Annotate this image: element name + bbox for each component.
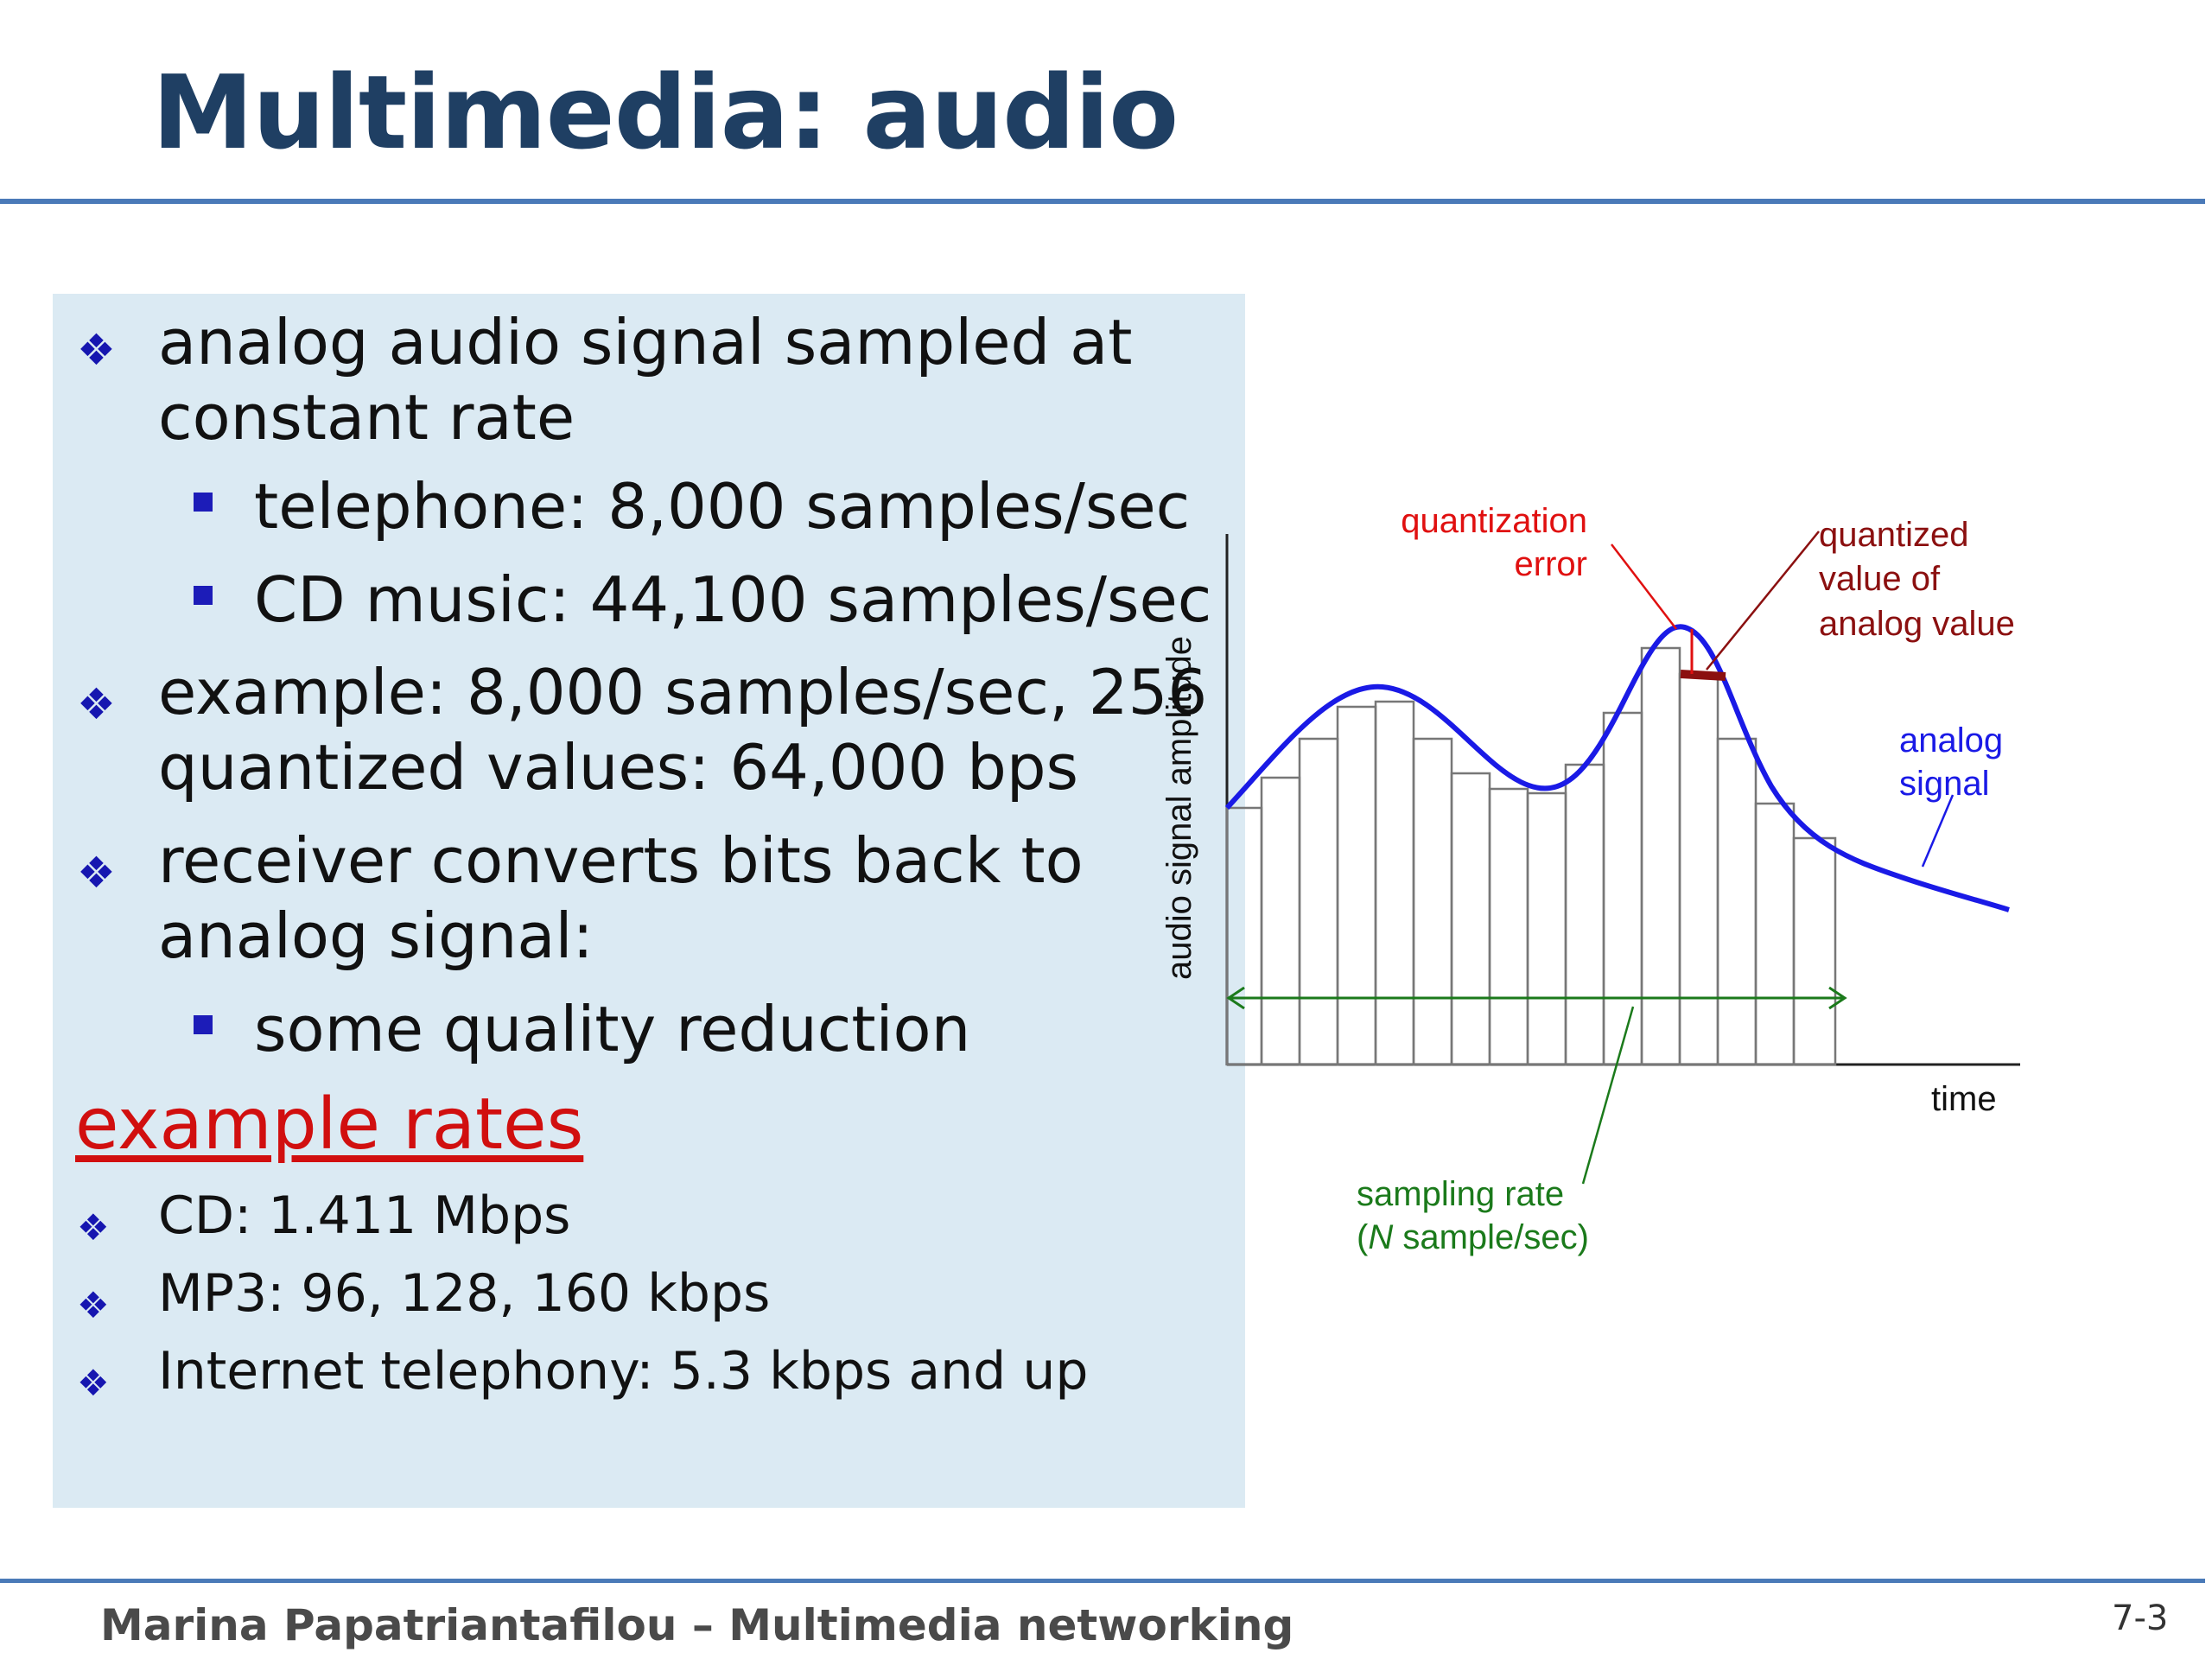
quantized-value-marker [1680, 670, 1726, 681]
sampling-rate-label: (N sample/sec) [1357, 1218, 1589, 1256]
diamond-bullet-icon: ❖ [77, 679, 116, 729]
square-bullet-icon [194, 1015, 213, 1034]
analog-signal-label: signal [1899, 765, 1990, 803]
sampling-rate-leader [1581, 1006, 1635, 1185]
quantized-value-leader [1706, 531, 1820, 671]
sub-bullet-text: telephone: 8,000 samples/sec [254, 470, 1191, 543]
sample-bar [1225, 806, 1263, 1066]
diamond-bullet-icon: ❖ [77, 1206, 110, 1249]
quantized-value-label: value of [1819, 560, 1941, 598]
sub-bullet-text: CD music: 44,100 samples/sec [254, 563, 1212, 636]
quantized-value-label: quantized [1819, 516, 1968, 554]
bullet-text: example: 8,000 samples/sec, 256 [158, 656, 1208, 728]
diamond-bullet-icon: ❖ [77, 848, 116, 898]
sample-bar [1336, 705, 1377, 1066]
sample-bar [1792, 836, 1837, 1066]
page-number: 7-3 [2112, 1599, 2169, 1638]
rate-item: MP3: 96, 128, 160 kbps [158, 1263, 771, 1324]
sample-bar [1374, 700, 1415, 1066]
sample-bar [1640, 646, 1681, 1066]
sample-bar [1260, 776, 1301, 1066]
bullet-text: receiver converts bits back to [158, 824, 1084, 897]
y-axis-label: audio signal amplitude [1160, 636, 1198, 980]
sample-bar [1488, 787, 1529, 1066]
bullet-text: constant rate [158, 381, 575, 454]
bullet-text: quantized values: 64,000 bps [158, 731, 1079, 804]
square-bullet-icon [194, 493, 213, 512]
footer-author: Marina Papatriantafilou – Multimedia net… [100, 1600, 1294, 1650]
diamond-bullet-icon: ❖ [77, 1362, 110, 1404]
analog-signal-leader [1921, 794, 1955, 868]
sample-bar [1412, 737, 1453, 1066]
rate-item: Internet telephony: 5.3 kbps and up [158, 1341, 1089, 1402]
sample-bar [1716, 737, 1758, 1066]
quantization-error-label: quantization [1401, 502, 1587, 540]
bullet-text: analog signal: [158, 899, 594, 972]
sample-bar [1564, 763, 1605, 1066]
analog-signal-label: analog [1899, 721, 2003, 760]
sample-bar [1298, 737, 1339, 1066]
sample-bar [1450, 772, 1491, 1066]
sampling-rate-label: sampling rate [1357, 1175, 1564, 1213]
diamond-bullet-icon: ❖ [77, 1284, 110, 1326]
rate-item: CD: 1.411 Mbps [158, 1185, 571, 1246]
slide-title: Multimedia: audio [152, 53, 1179, 172]
quantization-error-label: error [1515, 545, 1587, 583]
quantized-value-label: analog value [1819, 605, 2015, 643]
sample-bar [1678, 672, 1719, 1066]
sub-bullet-text: some quality reduction [254, 993, 971, 1065]
quantization-error-leader [1611, 543, 1677, 630]
sample-bar [1754, 802, 1796, 1066]
diamond-bullet-icon: ❖ [77, 325, 116, 375]
sampling-range-arrow [1226, 986, 1847, 1010]
sample-bars [1225, 646, 1837, 1066]
square-bullet-icon [194, 586, 213, 605]
analog-signal-curve [1224, 624, 2010, 912]
x-axis-label: time [1931, 1080, 1997, 1118]
title-divider [0, 199, 2205, 204]
footer-divider [0, 1579, 2205, 1583]
sample-bar [1526, 791, 1567, 1066]
bullet-text: analog audio signal sampled at [158, 306, 1133, 378]
content-box: ❖ analog audio signal sampled at constan… [53, 294, 1245, 1508]
sample-bar [1602, 711, 1643, 1066]
example-rates-heading: example rates [75, 1084, 584, 1166]
